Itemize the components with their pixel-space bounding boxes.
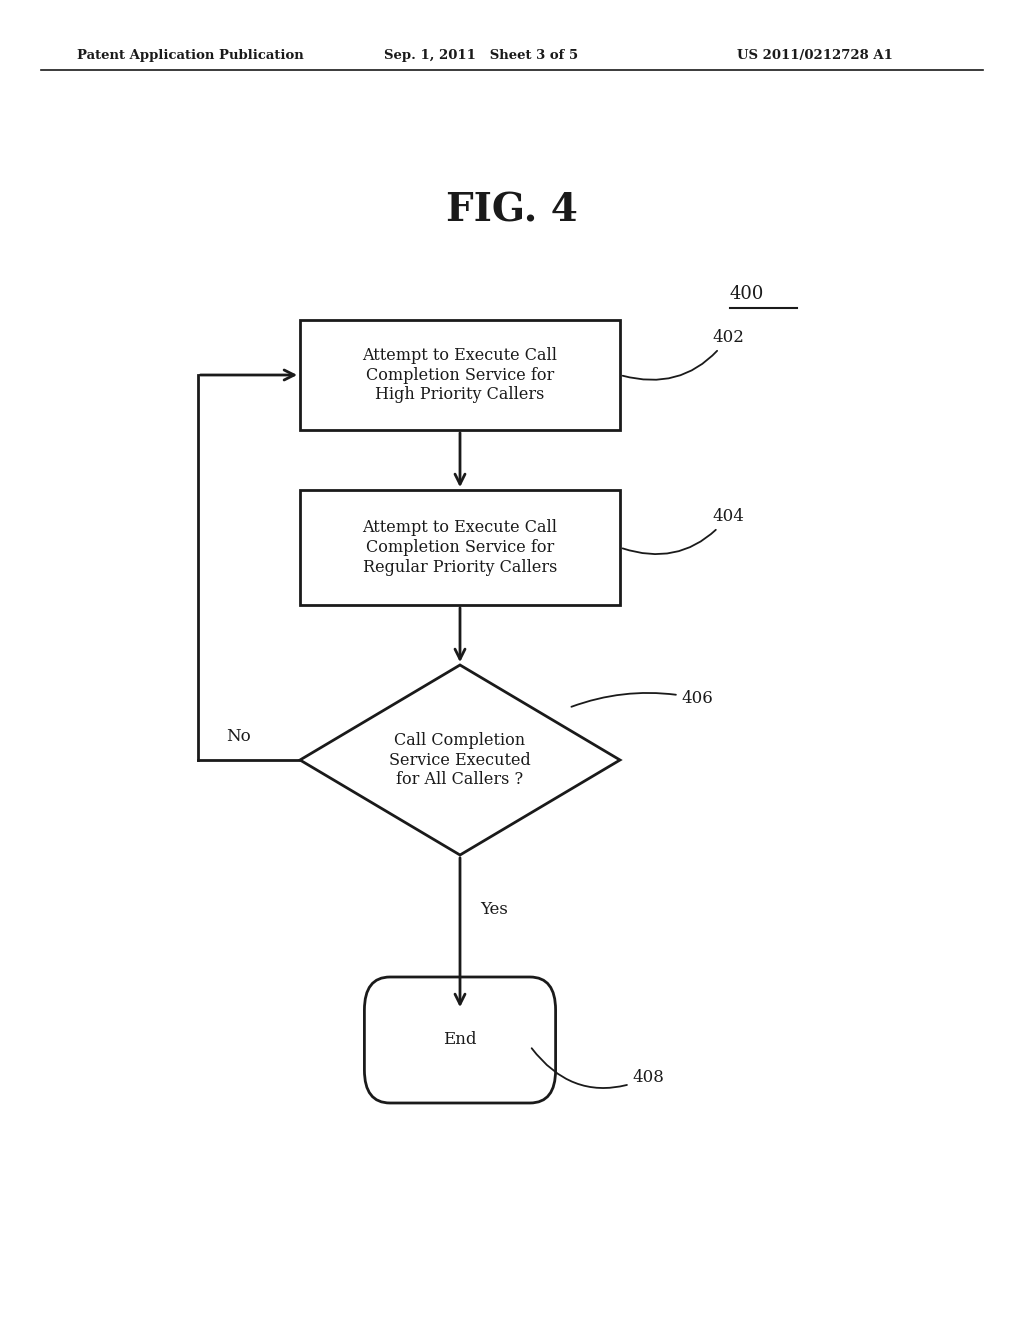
Text: Attempt to Execute Call
Completion Service for
Regular Priority Callers: Attempt to Execute Call Completion Servi…: [362, 519, 557, 576]
Text: Patent Application Publication: Patent Application Publication: [77, 49, 303, 62]
FancyBboxPatch shape: [365, 977, 556, 1104]
Text: US 2011/0212728 A1: US 2011/0212728 A1: [737, 49, 893, 62]
Text: 408: 408: [531, 1048, 665, 1088]
Text: 406: 406: [571, 690, 713, 708]
Text: End: End: [443, 1031, 477, 1048]
Text: Yes: Yes: [480, 900, 508, 917]
Text: 404: 404: [623, 508, 744, 554]
Text: 400: 400: [730, 285, 764, 304]
Text: Sep. 1, 2011   Sheet 3 of 5: Sep. 1, 2011 Sheet 3 of 5: [384, 49, 579, 62]
Polygon shape: [300, 665, 620, 855]
FancyBboxPatch shape: [300, 490, 620, 605]
Text: FIG. 4: FIG. 4: [446, 191, 578, 228]
Text: No: No: [226, 727, 251, 744]
Text: Attempt to Execute Call
Completion Service for
High Priority Callers: Attempt to Execute Call Completion Servi…: [362, 347, 557, 403]
Text: Call Completion
Service Executed
for All Callers ?: Call Completion Service Executed for All…: [389, 731, 530, 788]
FancyBboxPatch shape: [300, 319, 620, 430]
Text: 402: 402: [623, 329, 744, 380]
